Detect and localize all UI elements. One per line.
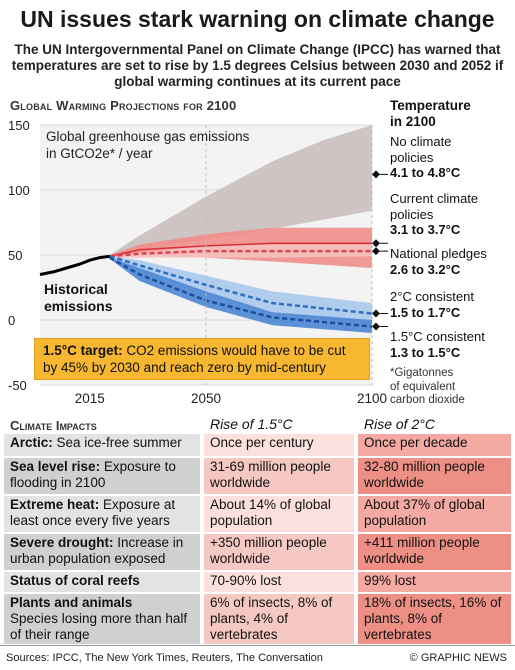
impact-value-2c: 18% of insects, 16% of plants, 8% of ver…: [358, 594, 511, 644]
chart-title: Global Warming Projections for 2100: [10, 98, 237, 113]
impact-row-coral-reefs: Status of coral reefs 70-90% lost 99% lo…: [4, 572, 511, 592]
scenario-range: 2.6 to 3.2°C: [390, 261, 461, 277]
scenario-range: 3.1 to 3.7°C: [390, 222, 461, 237]
scenario-marker-diamond: [372, 322, 380, 331]
scenario-label-line2: policies: [390, 149, 434, 165]
impact-label: Extreme heat:: [10, 497, 100, 512]
footer-divider: [0, 645, 515, 646]
credit: © GRAPHIC NEWS: [409, 652, 507, 664]
impact-desc: Exposure at least once every five years: [10, 497, 176, 528]
impact-value-1-5c: 6% of insects, 8% of plants, 4% of verte…: [204, 594, 354, 644]
historical-label-line2: emissions: [44, 298, 113, 314]
impact-label: Status of coral reefs: [10, 573, 140, 588]
impact-value-1-5c: +350 million people worldwide: [204, 534, 354, 570]
impact-label-cell: Extreme heat: Exposure at least once eve…: [4, 496, 200, 532]
band-no-climate-policies: [109, 125, 372, 257]
impact-row-plants-animals: Plants and animals Species losing more th…: [4, 594, 511, 644]
scenario-2c-consistent: 2°C consistent 1.5 to 1.7°C: [390, 289, 474, 320]
impact-desc: Increase in urban population exposed: [10, 535, 184, 566]
impact-label-cell: Severe drought: Increase in urban popula…: [4, 534, 200, 570]
y-tick-label: 50: [8, 248, 22, 263]
impact-value-2c: Once per decade: [358, 434, 511, 456]
impact-label-cell: Sea level rise: Exposure to flooding in …: [4, 458, 200, 494]
sources: Sources: IPCC, The New York Times, Reute…: [6, 652, 323, 664]
scenario-label: No climate: [390, 134, 452, 149]
impact-desc: Species losing more than half of their r…: [10, 611, 188, 642]
emissions-axis-label: Global greenhouse gas emissions in GtCO2…: [46, 128, 249, 162]
x-tick-label: 2050: [191, 391, 221, 406]
historical-emissions-line: [39, 254, 110, 276]
temperature-heading-line2: in 2100: [390, 114, 436, 129]
impact-value-2c: +411 million people worldwide: [358, 534, 511, 570]
target-callout: 1.5°C target: CO2 emissions would have t…: [34, 338, 370, 380]
impact-label: Arctic:: [10, 435, 53, 450]
scenario-national-pledges: National pledges 2.6 to 3.2°C: [390, 246, 487, 277]
scenario-range: 4.1 to 4.8°C: [390, 165, 461, 180]
impact-value-1-5c: About 14% of global population: [204, 496, 354, 532]
temperature-heading: Temperature in 2100: [390, 98, 471, 130]
impacts-title: Climate Impacts: [10, 418, 97, 433]
footnote-line3: carbon dioxide: [390, 394, 465, 406]
y-tick-label: -50: [8, 378, 27, 393]
y-tick-label: 150: [8, 118, 30, 133]
impact-row-drought: Severe drought: Increase in urban popula…: [4, 534, 511, 570]
impact-label-cell: Arctic: Sea ice-free summer: [4, 434, 200, 456]
impact-label: Plants and animals: [10, 595, 133, 610]
impact-desc: Exposure to flooding in 2100: [10, 459, 176, 490]
scenario-label: 2°C consistent: [390, 289, 474, 304]
temperature-heading-line1: Temperature: [390, 98, 471, 113]
scenario-marker-diamond: [372, 309, 380, 318]
y-tick-label: 0: [8, 313, 15, 328]
impact-label: Severe drought:: [10, 535, 114, 550]
footnote-line1: *Gigatonnes: [390, 367, 454, 379]
scenario-marker-diamond: [372, 247, 380, 256]
scenario-label: Current climate: [390, 191, 479, 206]
impact-label-cell: Status of coral reefs: [4, 572, 200, 592]
impact-value-1-5c: 31-69 million people worldwide: [204, 458, 354, 494]
scenario-current-policies: Current climate policies 3.1 to 3.7°C: [390, 191, 478, 238]
median-2c-consistent: [109, 255, 373, 315]
scenario-range: 1.5 to 1.7°C: [390, 304, 461, 320]
emissions-label-line1: Global greenhouse gas emissions: [46, 129, 250, 144]
target-heading: 1.5°C target:: [43, 343, 123, 358]
gigatonnes-footnote: *Gigatonnes of equivalent carbon dioxide: [390, 367, 510, 408]
impact-value-1-5c: Once per century: [204, 434, 354, 456]
standfirst: The UN Intergovernmental Panel on Climat…: [11, 42, 504, 89]
column-header-2c: Rise of 2°C: [364, 416, 435, 432]
target-text-1: CO2 emissions would have to be cut: [122, 343, 346, 358]
impact-desc: Sea ice-free summer: [52, 435, 182, 450]
headline: UN issues stark warning on climate chang…: [20, 6, 495, 32]
band-1-5c-consistent: [109, 257, 372, 333]
target-text-2: by 45% by 2030 and reach zero by mid-cen…: [43, 360, 326, 375]
scenario-label-line2: policies: [390, 206, 434, 222]
scenario-range: 1.3 to 1.5°C: [390, 344, 461, 360]
impact-value-2c: 32-80 million people worldwide: [358, 458, 511, 494]
impact-label: Sea level rise:: [10, 459, 101, 474]
impact-row-sea-level: Sea level rise: Exposure to flooding in …: [4, 458, 511, 494]
scenario-marker-diamond: [372, 170, 380, 179]
scenario-label: National pledges: [390, 246, 487, 261]
x-tick-label: 2100: [357, 391, 387, 406]
scenario-1-5c-consistent: 1.5°C consistent 1.3 to 1.5°C: [390, 329, 485, 360]
impact-value-1-5c: 70-90% lost: [204, 572, 354, 592]
column-header-1-5c: Rise of 1.5°C: [210, 416, 293, 432]
impact-value-2c: About 37% of global population: [358, 496, 511, 532]
impact-value-2c: 99% lost: [358, 572, 511, 592]
x-tick-label: 2015: [75, 391, 105, 406]
impact-row-extreme-heat: Extreme heat: Exposure at least once eve…: [4, 496, 511, 532]
scenario-marker-diamond: [372, 239, 380, 248]
emissions-label-line2: in GtCO2e* / year: [46, 146, 153, 161]
scenario-no-climate-policies: No climate policies 4.1 to 4.8°C: [390, 134, 460, 181]
scenario-label: 1.5°C consistent: [390, 329, 485, 344]
historical-emissions-label: Historical emissions: [44, 281, 112, 315]
footnote-line2: of equivalent: [390, 380, 456, 393]
impact-label-cell: Plants and animals Species losing more th…: [4, 594, 200, 644]
historical-label-line1: Historical: [44, 281, 108, 297]
impact-row-arctic: Arctic: Sea ice-free summer Once per cen…: [4, 434, 511, 456]
y-tick-label: 100: [8, 183, 30, 198]
